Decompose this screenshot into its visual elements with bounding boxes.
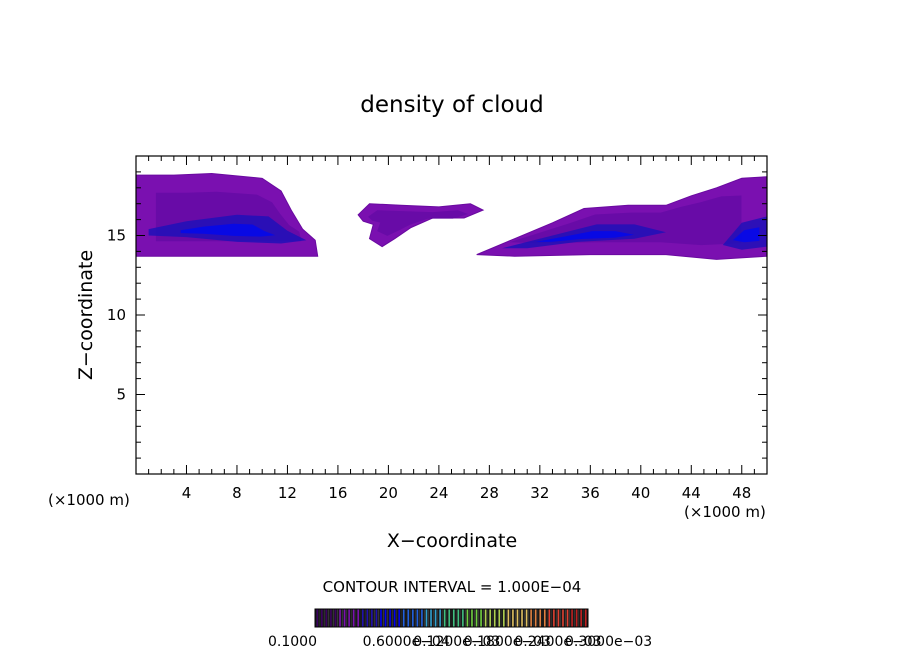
chart-title: density of cloud — [360, 92, 543, 118]
colorbar-label: 0.2400e−03 — [514, 634, 601, 650]
colorbar-label: 0.1800e−03 — [464, 634, 551, 650]
y-axis-ticks: 5 10 15 — [107, 171, 767, 459]
colorbar-label: 0.1000 — [268, 634, 317, 650]
x-tick-label: 36 — [581, 484, 600, 502]
x-unit-right: (×1000 m) — [684, 503, 766, 521]
cloud-center-top-inner — [368, 210, 468, 236]
y-tick-label: 15 — [107, 227, 126, 245]
x-tick-label: 20 — [379, 484, 398, 502]
x-axis-ticks: 4 8 12 16 20 24 28 32 36 40 44 48 — [148, 156, 755, 502]
x-tick-label: 12 — [278, 484, 297, 502]
cloud-center-top — [357, 203, 485, 248]
x-tick-label: 40 — [631, 484, 650, 502]
x-unit-left: (×1000 m) — [48, 491, 130, 509]
x-tick-label: 48 — [732, 484, 751, 502]
x-tick-label: 16 — [328, 484, 347, 502]
y-tick-label: 5 — [116, 386, 126, 404]
colorbar-label: 0.6000e−04 — [363, 634, 450, 650]
y-axis-label: Z−coordinate — [75, 250, 97, 380]
cloud-east-core-max — [535, 231, 635, 242]
x-tick-label: 24 — [429, 484, 448, 502]
x-tick-label: 4 — [182, 484, 192, 502]
colorbar-label: 0.1200e−03 — [413, 634, 500, 650]
x-tick-label: 44 — [682, 484, 701, 502]
colorbar — [314, 608, 589, 628]
x-tick-label: 8 — [232, 484, 242, 502]
colorbar-labels: 0.1000 0.6000e−040.1200e−030.1800e−030.24… — [268, 634, 652, 650]
contour-interval: CONTOUR INTERVAL = 1.000E−04 — [323, 578, 582, 596]
colorbar-frame — [314, 608, 589, 628]
x-tick-label: 28 — [480, 484, 499, 502]
x-axis-label: X−coordinate — [387, 530, 517, 552]
x-tick-label: 32 — [530, 484, 549, 502]
cloud-east-core2-core-max — [732, 227, 760, 243]
colorbar-label: 0.3000e−03 — [565, 634, 652, 650]
cloud-west-core-max — [180, 223, 276, 237]
cloud-regions — [136, 172, 767, 260]
y-tick-label: 10 — [107, 306, 126, 324]
